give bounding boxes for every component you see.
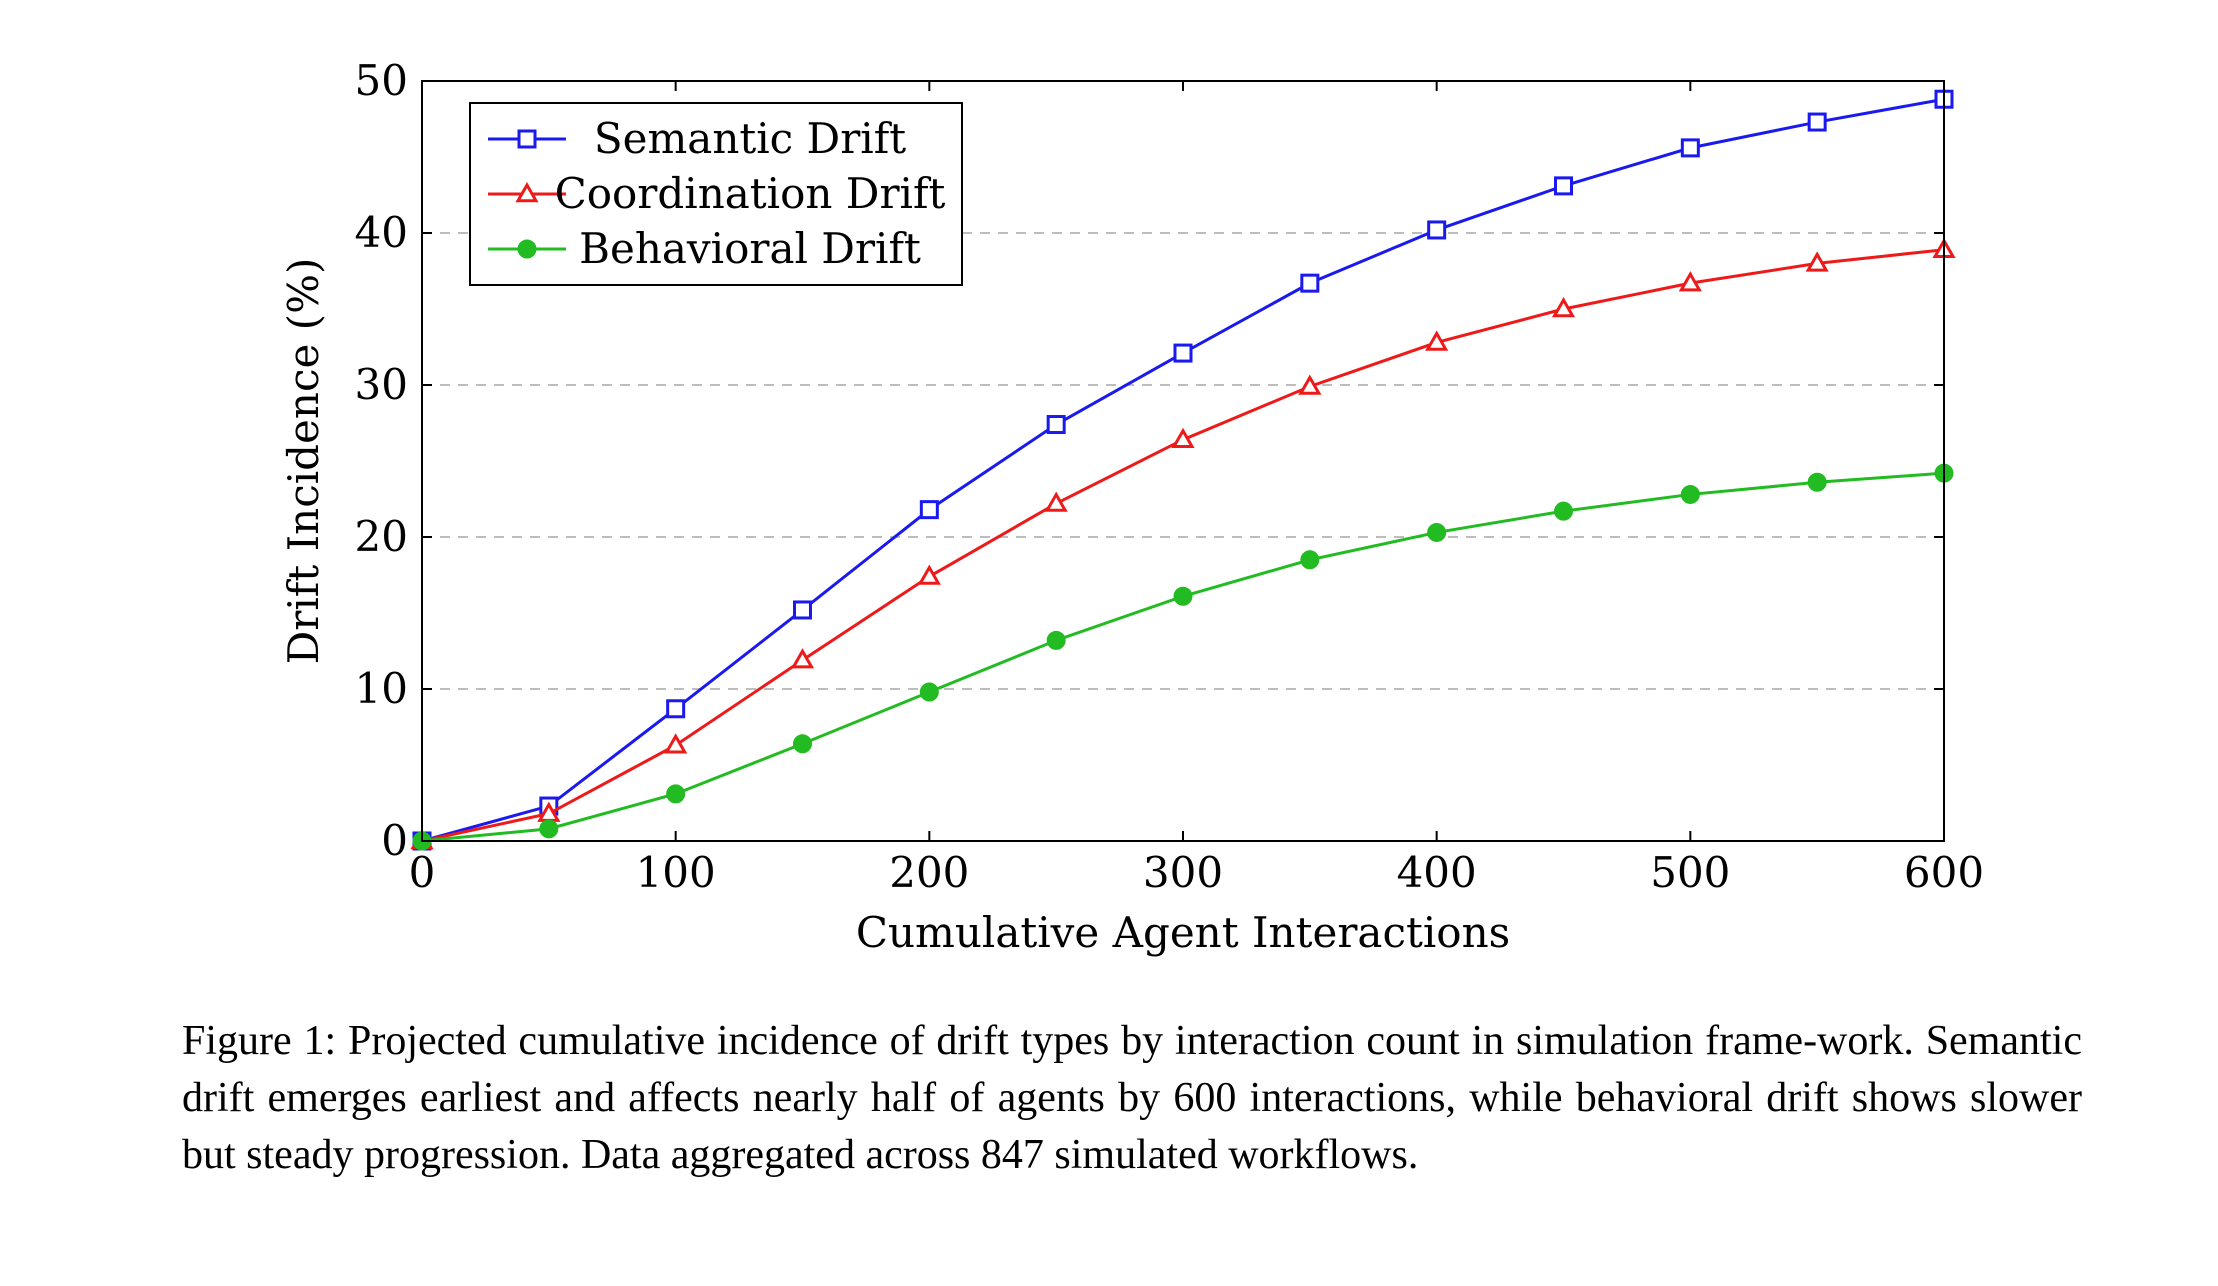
data-point xyxy=(666,699,686,719)
y-tick-label: 20 xyxy=(355,512,408,561)
data-point xyxy=(539,819,559,839)
data-point xyxy=(666,784,686,804)
x-tick-label: 100 xyxy=(636,848,716,897)
x-axis-label: Cumulative Agent Interactions xyxy=(856,908,1510,957)
data-point xyxy=(1173,343,1193,363)
legend-marker xyxy=(517,239,537,259)
series-coordination-drift xyxy=(410,237,1956,850)
series-line xyxy=(421,471,1945,843)
data-point xyxy=(1300,550,1320,570)
data-point xyxy=(1298,374,1322,395)
legend-label: Behavioral Drift xyxy=(579,224,921,273)
data-point xyxy=(1425,330,1449,351)
data-point xyxy=(1680,484,1700,504)
legend-marker xyxy=(517,129,537,149)
data-point xyxy=(917,564,941,585)
legend-entry: Coordination Drift xyxy=(488,169,946,218)
data-point xyxy=(1046,415,1066,435)
data-point xyxy=(1554,176,1573,196)
data-point xyxy=(1678,271,1702,292)
data-point xyxy=(1171,427,1195,448)
x-tick-label: 0 xyxy=(409,848,436,897)
legend-marker xyxy=(515,181,539,203)
data-point xyxy=(1807,112,1827,132)
y-tick-label: 10 xyxy=(355,664,408,713)
series-behavioral-drift xyxy=(412,463,1954,851)
legend-label: Semantic Drift xyxy=(594,114,906,163)
x-tick-label: 400 xyxy=(1397,848,1477,897)
data-point xyxy=(1551,296,1576,318)
data-point xyxy=(793,734,812,754)
data-point xyxy=(793,600,812,620)
data-point xyxy=(1427,220,1447,240)
data-point xyxy=(1554,501,1573,521)
data-point xyxy=(1427,522,1447,542)
data-point xyxy=(1046,630,1066,650)
data-point xyxy=(664,733,688,754)
y-axis-label: Drift Incidence (%) xyxy=(279,258,328,665)
y-tick-label: 50 xyxy=(355,56,408,105)
x-tick-label: 200 xyxy=(889,848,969,897)
x-tick-label: 500 xyxy=(1650,848,1730,897)
data-point xyxy=(1300,273,1320,293)
data-point xyxy=(790,648,815,669)
y-tick-label: 30 xyxy=(355,360,408,409)
series-line xyxy=(421,248,1945,843)
legend: Semantic Drift Coordination Drift Behavior… xyxy=(469,102,963,286)
data-point xyxy=(1805,251,1829,272)
y-tick-label: 0 xyxy=(381,816,408,865)
x-tick-label: 300 xyxy=(1143,848,1223,897)
legend-label: Coordination Drift xyxy=(555,169,946,218)
grid-lines xyxy=(422,232,1944,690)
data-point xyxy=(1807,472,1827,492)
data-point xyxy=(1680,138,1700,158)
data-point xyxy=(919,500,939,520)
data-point xyxy=(1044,491,1068,512)
legend-entry: Behavioral Drift xyxy=(488,224,921,273)
series-lines xyxy=(410,89,1956,851)
data-point xyxy=(919,682,939,702)
x-tick-label: 600 xyxy=(1904,848,1984,897)
data-point xyxy=(1173,586,1193,606)
figure-caption: Figure 1: Projected cumulative incidence… xyxy=(182,1018,2082,1178)
legend-entry: Semantic Drift xyxy=(488,114,906,163)
y-tick-label: 40 xyxy=(355,208,408,257)
